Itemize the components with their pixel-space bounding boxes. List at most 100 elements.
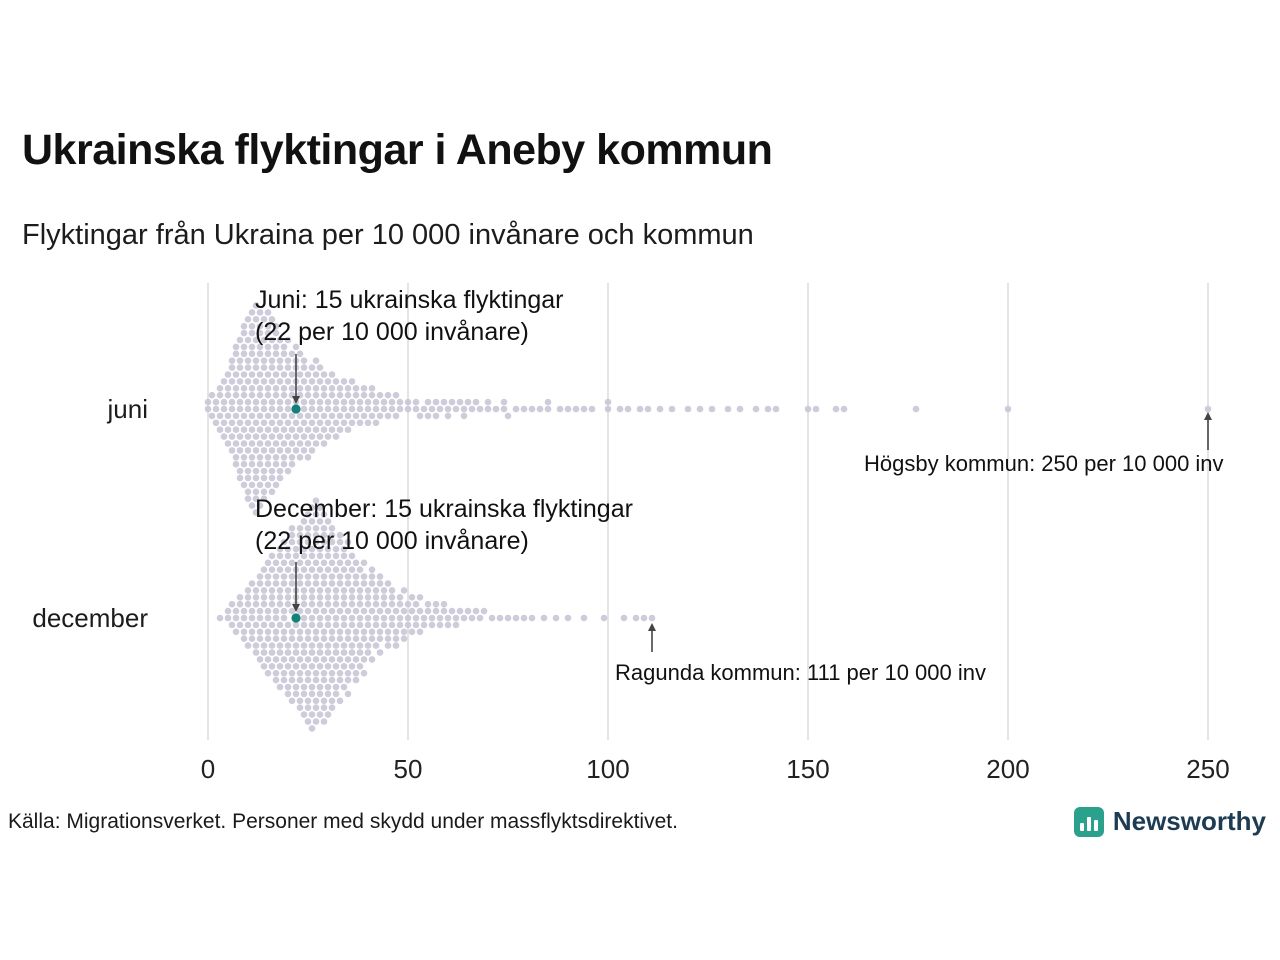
municipality-dot bbox=[312, 559, 320, 567]
municipality-dot bbox=[284, 398, 292, 406]
municipality-dot bbox=[340, 587, 348, 594]
municipality-dot bbox=[364, 398, 372, 406]
municipality-dot bbox=[308, 594, 316, 601]
municipality-dot bbox=[308, 545, 316, 553]
municipality-dot bbox=[536, 405, 544, 413]
municipality-dot bbox=[296, 628, 304, 636]
municipality-dot bbox=[312, 538, 320, 546]
municipality-dot bbox=[840, 405, 848, 413]
municipality-dot bbox=[260, 621, 268, 629]
municipality-dot bbox=[408, 607, 416, 615]
newsworthy-wordmark: Newsworthy bbox=[1112, 806, 1266, 836]
municipality-dot bbox=[204, 405, 212, 413]
municipality-dot bbox=[312, 511, 320, 518]
municipality-dot bbox=[256, 607, 264, 615]
municipality-dot bbox=[308, 364, 316, 371]
municipality-dot bbox=[648, 614, 656, 622]
municipality-dot bbox=[272, 426, 280, 434]
municipality-dot bbox=[288, 580, 296, 587]
municipality-dot bbox=[668, 405, 676, 413]
municipality-dot bbox=[308, 649, 316, 656]
municipality-dot bbox=[312, 580, 320, 587]
municipality-dot bbox=[284, 566, 292, 573]
municipality-dot bbox=[272, 559, 280, 567]
municipality-dot bbox=[460, 412, 468, 420]
municipality-dot bbox=[300, 405, 308, 413]
municipality-dot bbox=[280, 580, 288, 587]
municipality-dot bbox=[300, 398, 308, 406]
municipality-dot bbox=[428, 405, 436, 413]
municipality-dot bbox=[420, 405, 428, 413]
municipality-dot bbox=[244, 594, 252, 601]
municipality-dot bbox=[272, 412, 280, 420]
municipality-dot bbox=[332, 614, 340, 622]
municipality-dot bbox=[256, 580, 264, 587]
municipality-dot bbox=[436, 621, 444, 629]
municipality-dot bbox=[312, 440, 320, 447]
municipality-dot bbox=[404, 621, 412, 629]
municipality-dot bbox=[320, 371, 328, 378]
municipality-dot bbox=[352, 676, 360, 684]
municipality-dot bbox=[320, 669, 328, 677]
municipality-dot bbox=[424, 398, 432, 406]
municipality-dot bbox=[296, 454, 304, 461]
municipality-dot bbox=[304, 676, 312, 684]
municipality-dot bbox=[300, 364, 308, 371]
municipality-dot bbox=[260, 364, 268, 371]
municipality-dot bbox=[356, 419, 364, 427]
municipality-dot bbox=[320, 559, 328, 567]
municipality-dot bbox=[304, 440, 312, 447]
municipality-dot bbox=[224, 426, 232, 434]
municipality-dot bbox=[332, 621, 340, 629]
municipality-dot bbox=[352, 580, 360, 587]
annotation-december-line1: December: 15 ukrainska flyktingar bbox=[255, 495, 633, 523]
municipality-dot bbox=[252, 433, 260, 440]
municipality-dot bbox=[272, 454, 280, 461]
municipality-dot bbox=[296, 704, 304, 711]
municipality-dot bbox=[248, 385, 256, 392]
municipality-dot bbox=[204, 398, 212, 406]
municipality-dot bbox=[340, 594, 348, 601]
municipality-dot bbox=[376, 649, 384, 656]
municipality-dot bbox=[284, 545, 292, 553]
municipality-dot bbox=[296, 350, 304, 358]
municipality-dot bbox=[372, 614, 380, 622]
municipality-dot bbox=[276, 552, 284, 560]
municipality-dot bbox=[456, 398, 464, 406]
municipality-dot bbox=[316, 398, 324, 406]
municipality-dot bbox=[276, 433, 284, 440]
municipality-dot bbox=[216, 385, 224, 392]
municipality-dot bbox=[260, 594, 268, 601]
municipality-dot bbox=[280, 635, 288, 642]
municipality-dot bbox=[244, 378, 252, 385]
municipality-dot bbox=[288, 454, 296, 461]
municipality-dot bbox=[276, 398, 284, 406]
municipality-dot bbox=[324, 614, 332, 622]
municipality-dot bbox=[296, 656, 304, 663]
municipality-dot bbox=[624, 405, 632, 413]
municipality-dot bbox=[280, 440, 288, 447]
municipality-dot bbox=[580, 614, 588, 622]
municipality-dot bbox=[312, 497, 320, 505]
municipality-dot bbox=[332, 545, 340, 553]
municipality-dot bbox=[380, 587, 388, 594]
municipality-dot bbox=[332, 683, 340, 691]
municipality-dot bbox=[384, 642, 392, 649]
municipality-dot bbox=[240, 371, 248, 378]
municipality-dot bbox=[236, 405, 244, 413]
municipality-dot bbox=[492, 405, 500, 413]
municipality-dot bbox=[296, 580, 304, 587]
municipality-dot bbox=[444, 614, 452, 622]
municipality-dot bbox=[228, 621, 236, 629]
municipality-dot bbox=[336, 573, 344, 580]
municipality-dot bbox=[344, 559, 352, 567]
municipality-dot bbox=[460, 614, 468, 622]
municipality-dot bbox=[268, 357, 276, 365]
municipality-dot bbox=[212, 405, 220, 413]
municipality-dot bbox=[336, 656, 344, 663]
municipality-dot bbox=[300, 711, 308, 718]
x-tick-label: 250 bbox=[1186, 754, 1229, 784]
x-tick-label: 50 bbox=[394, 754, 423, 784]
municipality-dot bbox=[364, 614, 372, 622]
municipality-dot bbox=[280, 343, 288, 351]
